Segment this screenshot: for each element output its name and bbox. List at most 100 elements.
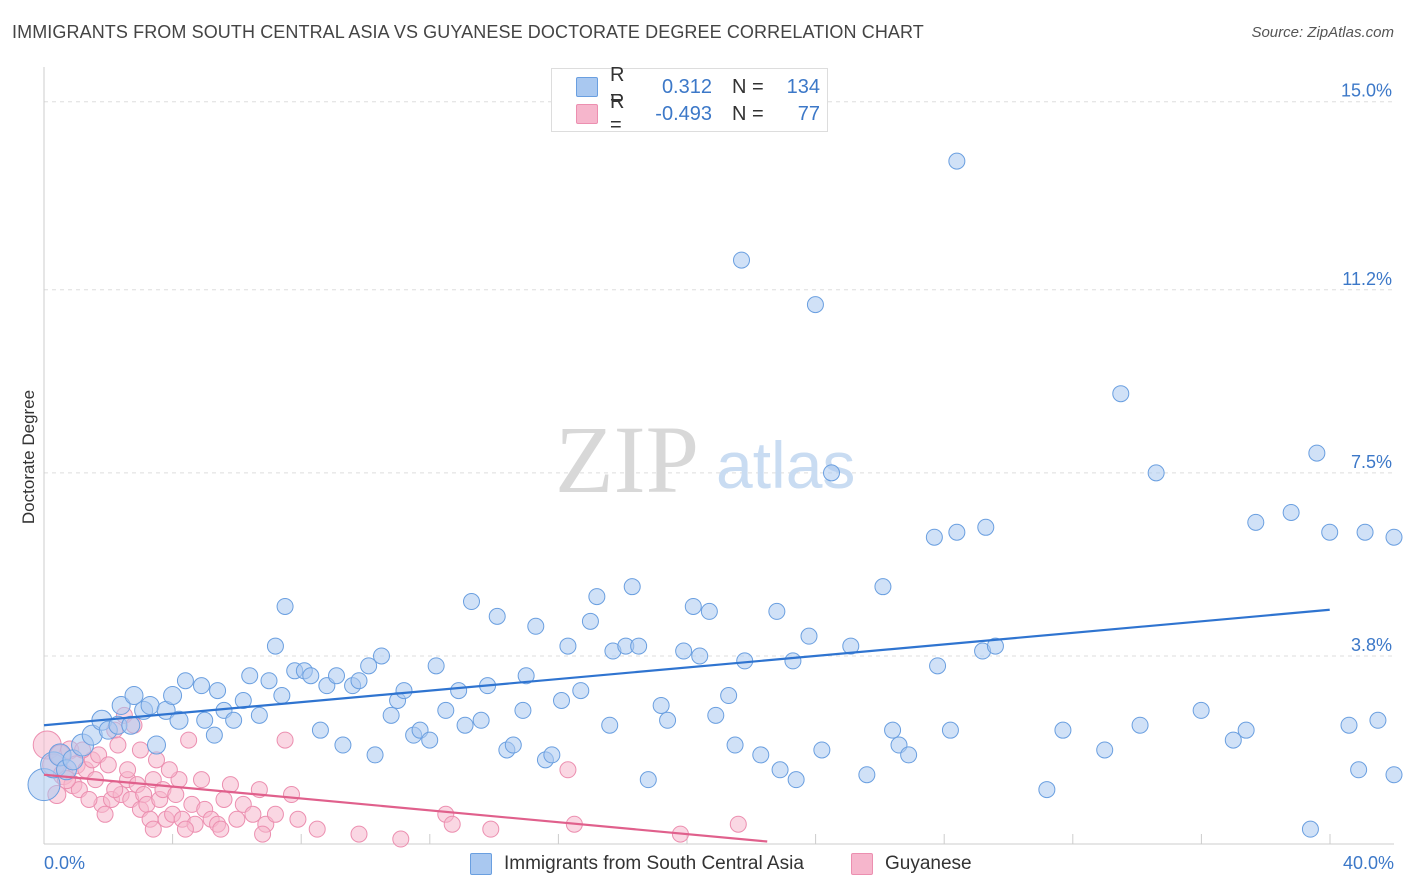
point-guyanese — [254, 825, 272, 843]
grid-lines — [44, 101, 1394, 657]
correlation-legend: R = 0.312 N = 134 R = -0.493 N = 77 — [551, 64, 828, 136]
point-immigrants — [553, 691, 570, 709]
point-immigrants — [1096, 741, 1114, 759]
point-immigrants — [111, 695, 131, 715]
point-immigrants — [350, 672, 368, 690]
y-tick-label: 15.0% — [1341, 81, 1392, 101]
point-immigrants — [684, 597, 702, 615]
legend-swatch-blue — [576, 77, 598, 97]
point-immigrants — [700, 602, 718, 620]
watermark: ZIP atlas — [555, 406, 855, 513]
point-guyanese — [392, 830, 410, 848]
point-immigrants — [176, 672, 194, 690]
point-immigrants — [929, 657, 947, 675]
point-immigrants — [463, 593, 480, 611]
point-immigrants — [900, 746, 918, 764]
point-immigrants — [225, 711, 243, 729]
point-guyanese — [144, 820, 162, 838]
point-immigrants — [276, 597, 294, 615]
series-immigrants-points — [27, 152, 1403, 838]
point-immigrants — [147, 735, 166, 755]
point-immigrants — [813, 741, 831, 759]
point-immigrants — [1356, 523, 1374, 541]
point-immigrants — [250, 706, 268, 724]
point-immigrants — [652, 696, 670, 714]
point-immigrants — [1282, 503, 1300, 521]
point-immigrants — [1308, 444, 1326, 462]
point-immigrants — [373, 647, 390, 665]
point-immigrants — [601, 716, 619, 734]
point-guyanese — [729, 815, 747, 833]
legend-row-immigrants: R = 0.312 N = 134 — [576, 64, 820, 109]
point-guyanese — [176, 820, 194, 838]
point-immigrants — [328, 667, 345, 685]
point-immigrants — [450, 682, 468, 700]
point-immigrants — [842, 637, 860, 655]
point-immigrants — [1147, 464, 1165, 482]
point-immigrants — [1112, 385, 1130, 403]
point-guyanese — [160, 761, 178, 779]
bottom-legend-guyanese[interactable]: Guyanese — [851, 851, 972, 877]
point-immigrants — [169, 710, 189, 730]
legend-r-value: 0.312 — [661, 75, 712, 98]
point-immigrants — [260, 672, 278, 690]
point-guyanese — [119, 761, 137, 779]
point-immigrants — [1224, 731, 1242, 749]
point-immigrants — [572, 682, 590, 700]
point-immigrants — [1369, 711, 1387, 729]
trend-line-immigrants — [43, 608, 1330, 727]
point-guyanese — [283, 786, 300, 804]
point-immigrants — [691, 647, 709, 665]
point-immigrants — [360, 657, 378, 675]
point-immigrants — [1321, 523, 1339, 541]
point-guyanese — [193, 771, 210, 789]
point-guyanese — [350, 825, 368, 843]
point-immigrants — [472, 711, 490, 729]
point-guyanese — [443, 815, 461, 833]
point-immigrants — [925, 528, 943, 546]
point-immigrants — [884, 721, 902, 739]
point-immigrants — [659, 711, 677, 729]
point-immigrants — [273, 687, 291, 705]
point-immigrants — [581, 612, 599, 630]
tick-labels: 3.8% 7.5% 11.2% 15.0% 0.0% 40.0% — [44, 81, 1394, 873]
point-immigrants — [800, 627, 818, 645]
y-tick-label: 7.5% — [1351, 452, 1392, 472]
point-guyanese — [109, 736, 127, 754]
point-immigrants — [124, 686, 144, 706]
point-guyanese — [131, 741, 149, 759]
point-immigrants — [768, 602, 786, 620]
point-immigrants — [1192, 701, 1210, 719]
point-guyanese — [106, 781, 124, 799]
y-axis-label: Doctorate Degree — [19, 390, 38, 524]
legend-r-label: R = — [610, 64, 625, 109]
x-tick-label-max: 40.0% — [1343, 853, 1394, 873]
point-guyanese — [228, 810, 246, 828]
point-immigrants — [1301, 820, 1319, 838]
point-immigrants — [623, 578, 641, 596]
point-immigrants — [675, 642, 693, 660]
bottom-legend-swatch-pink — [851, 853, 873, 875]
point-immigrants — [1237, 721, 1255, 739]
point-immigrants — [806, 296, 824, 314]
point-immigrants — [1054, 721, 1072, 739]
bottom-legend-immigrants[interactable]: Immigrants from South Central Asia — [470, 851, 804, 877]
legend-n-label: N = — [732, 75, 764, 98]
point-immigrants — [630, 637, 648, 655]
point-guyanese — [215, 790, 233, 808]
point-guyanese — [559, 761, 577, 779]
legend-r-label: R = — [610, 91, 625, 136]
point-immigrants — [720, 687, 738, 705]
legend-n-value: 134 — [786, 75, 820, 98]
point-guyanese — [482, 820, 500, 838]
chart-title: IMMIGRANTS FROM SOUTH CENTRAL ASIA VS GU… — [12, 22, 924, 42]
bottom-legend-swatch-blue — [470, 853, 492, 875]
point-guyanese — [308, 820, 326, 838]
point-guyanese — [180, 731, 198, 749]
point-immigrants — [427, 657, 445, 675]
point-immigrants — [205, 726, 223, 744]
point-immigrants — [1350, 761, 1368, 779]
point-immigrants — [163, 686, 183, 706]
bottom-legend-label: Immigrants from South Central Asia — [504, 853, 804, 874]
point-immigrants — [302, 667, 320, 685]
